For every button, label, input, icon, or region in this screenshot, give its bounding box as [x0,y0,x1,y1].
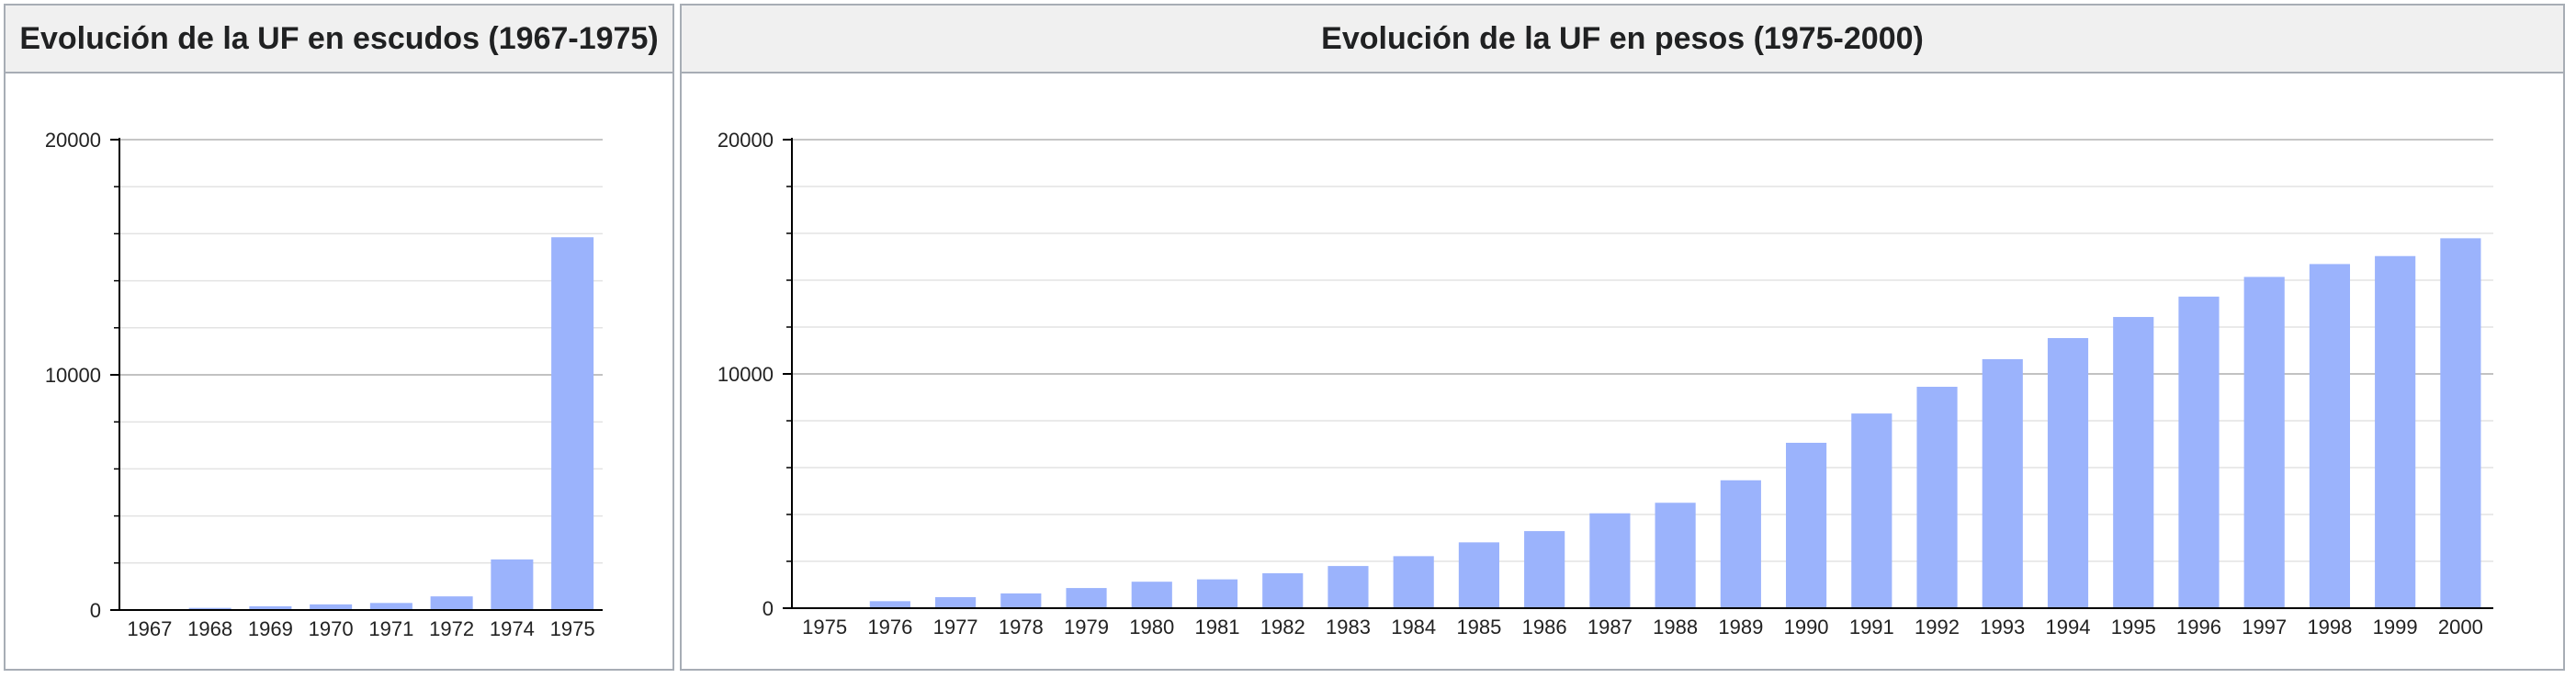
bar [934,597,977,608]
x-tick-label: 1984 [1391,616,1436,638]
bar [1785,442,1827,608]
x-tick-label: 1993 [1980,616,2025,638]
bar [1655,503,1696,608]
bar [1458,542,1500,608]
x-tick-label: 1982 [1260,616,1305,638]
x-tick-label: 1989 [1718,616,1763,638]
x-tick-label: 1999 [2373,616,2418,638]
x-tick-label: 1981 [1195,616,1240,638]
x-tick-label: 1974 [490,617,535,640]
bar [1524,531,1565,608]
bar [551,237,594,610]
x-tick-label: 1990 [1784,616,1829,638]
bar [1851,413,1892,608]
bar [2375,255,2416,608]
bar [1982,358,2023,608]
bar [2243,277,2285,608]
x-tick-label: 1968 [187,617,232,640]
x-tick-label: 1986 [1522,616,1567,638]
y-tick-label: 0 [763,597,774,620]
x-tick-label: 1985 [1456,616,1501,638]
y-tick-label: 10000 [717,363,774,386]
chart-panel-pesos: Evolución de la UF en pesos (1975-2000) … [680,4,2565,671]
x-tick-label: 1976 [867,616,912,638]
x-tick-label: 1977 [933,616,978,638]
x-tick-label: 1975 [802,616,847,638]
bar [1393,556,1434,608]
bar [1131,582,1172,608]
y-tick-label: 20000 [45,129,101,152]
bar [2047,337,2089,608]
bar [1000,593,1042,608]
bar [1262,573,1304,608]
bar [1328,566,1369,608]
chart-title: Evolución de la UF en escudos (1967-1975… [6,6,672,73]
x-tick-label: 1987 [1587,616,1633,638]
y-tick-label: 0 [90,599,101,622]
y-tick-label: 10000 [45,364,101,387]
bar [1589,513,1631,608]
bar [869,601,910,608]
x-tick-label: 1971 [368,617,413,640]
x-tick-label: 1991 [1849,616,1894,638]
x-tick-label: 1969 [248,617,293,640]
bar [430,596,473,610]
bar [2309,264,2351,608]
y-tick-label: 20000 [717,129,774,152]
bar [369,603,412,610]
bar [2113,317,2154,608]
chart-panel-escudos: Evolución de la UF en escudos (1967-1975… [4,4,674,671]
x-tick-label: 1988 [1653,616,1698,638]
bar-chart-escudos: 0 10000 20000 1967 1968 1969 1970 1971 1972 1974 1… [45,129,603,640]
bar [188,607,232,610]
bar [310,604,353,610]
x-tick-label: 1975 [550,617,595,640]
x-tick-label: 1997 [2242,616,2287,638]
x-tick-label: 1978 [999,616,1044,638]
bar [1066,588,1107,608]
bar [1916,387,1958,608]
x-tick-label: 1979 [1064,616,1109,638]
bar [2178,296,2220,608]
x-tick-label: 2000 [2438,616,2483,638]
bar [1196,579,1238,608]
x-tick-label: 1980 [1129,616,1174,638]
x-tick-label: 1994 [2046,616,2091,638]
bar-chart-pesos: 0 10000 20000 1975 1976 1977 1978 1979 1980 1981 1… [717,129,2493,638]
bar [1720,480,1761,608]
x-tick-label: 1996 [2176,616,2221,638]
x-tick-label: 1983 [1326,616,1371,638]
bar [491,559,534,610]
x-tick-label: 1970 [309,617,354,640]
bar [249,605,292,610]
bar [2440,238,2481,608]
chart-title: Evolución de la UF en pesos (1975-2000) [682,6,2563,73]
x-tick-label: 1992 [1915,616,1960,638]
x-tick-label: 1998 [2307,616,2352,638]
x-tick-label: 1995 [2111,616,2156,638]
x-tick-label: 1972 [429,617,474,640]
x-tick-label: 1967 [127,617,172,640]
